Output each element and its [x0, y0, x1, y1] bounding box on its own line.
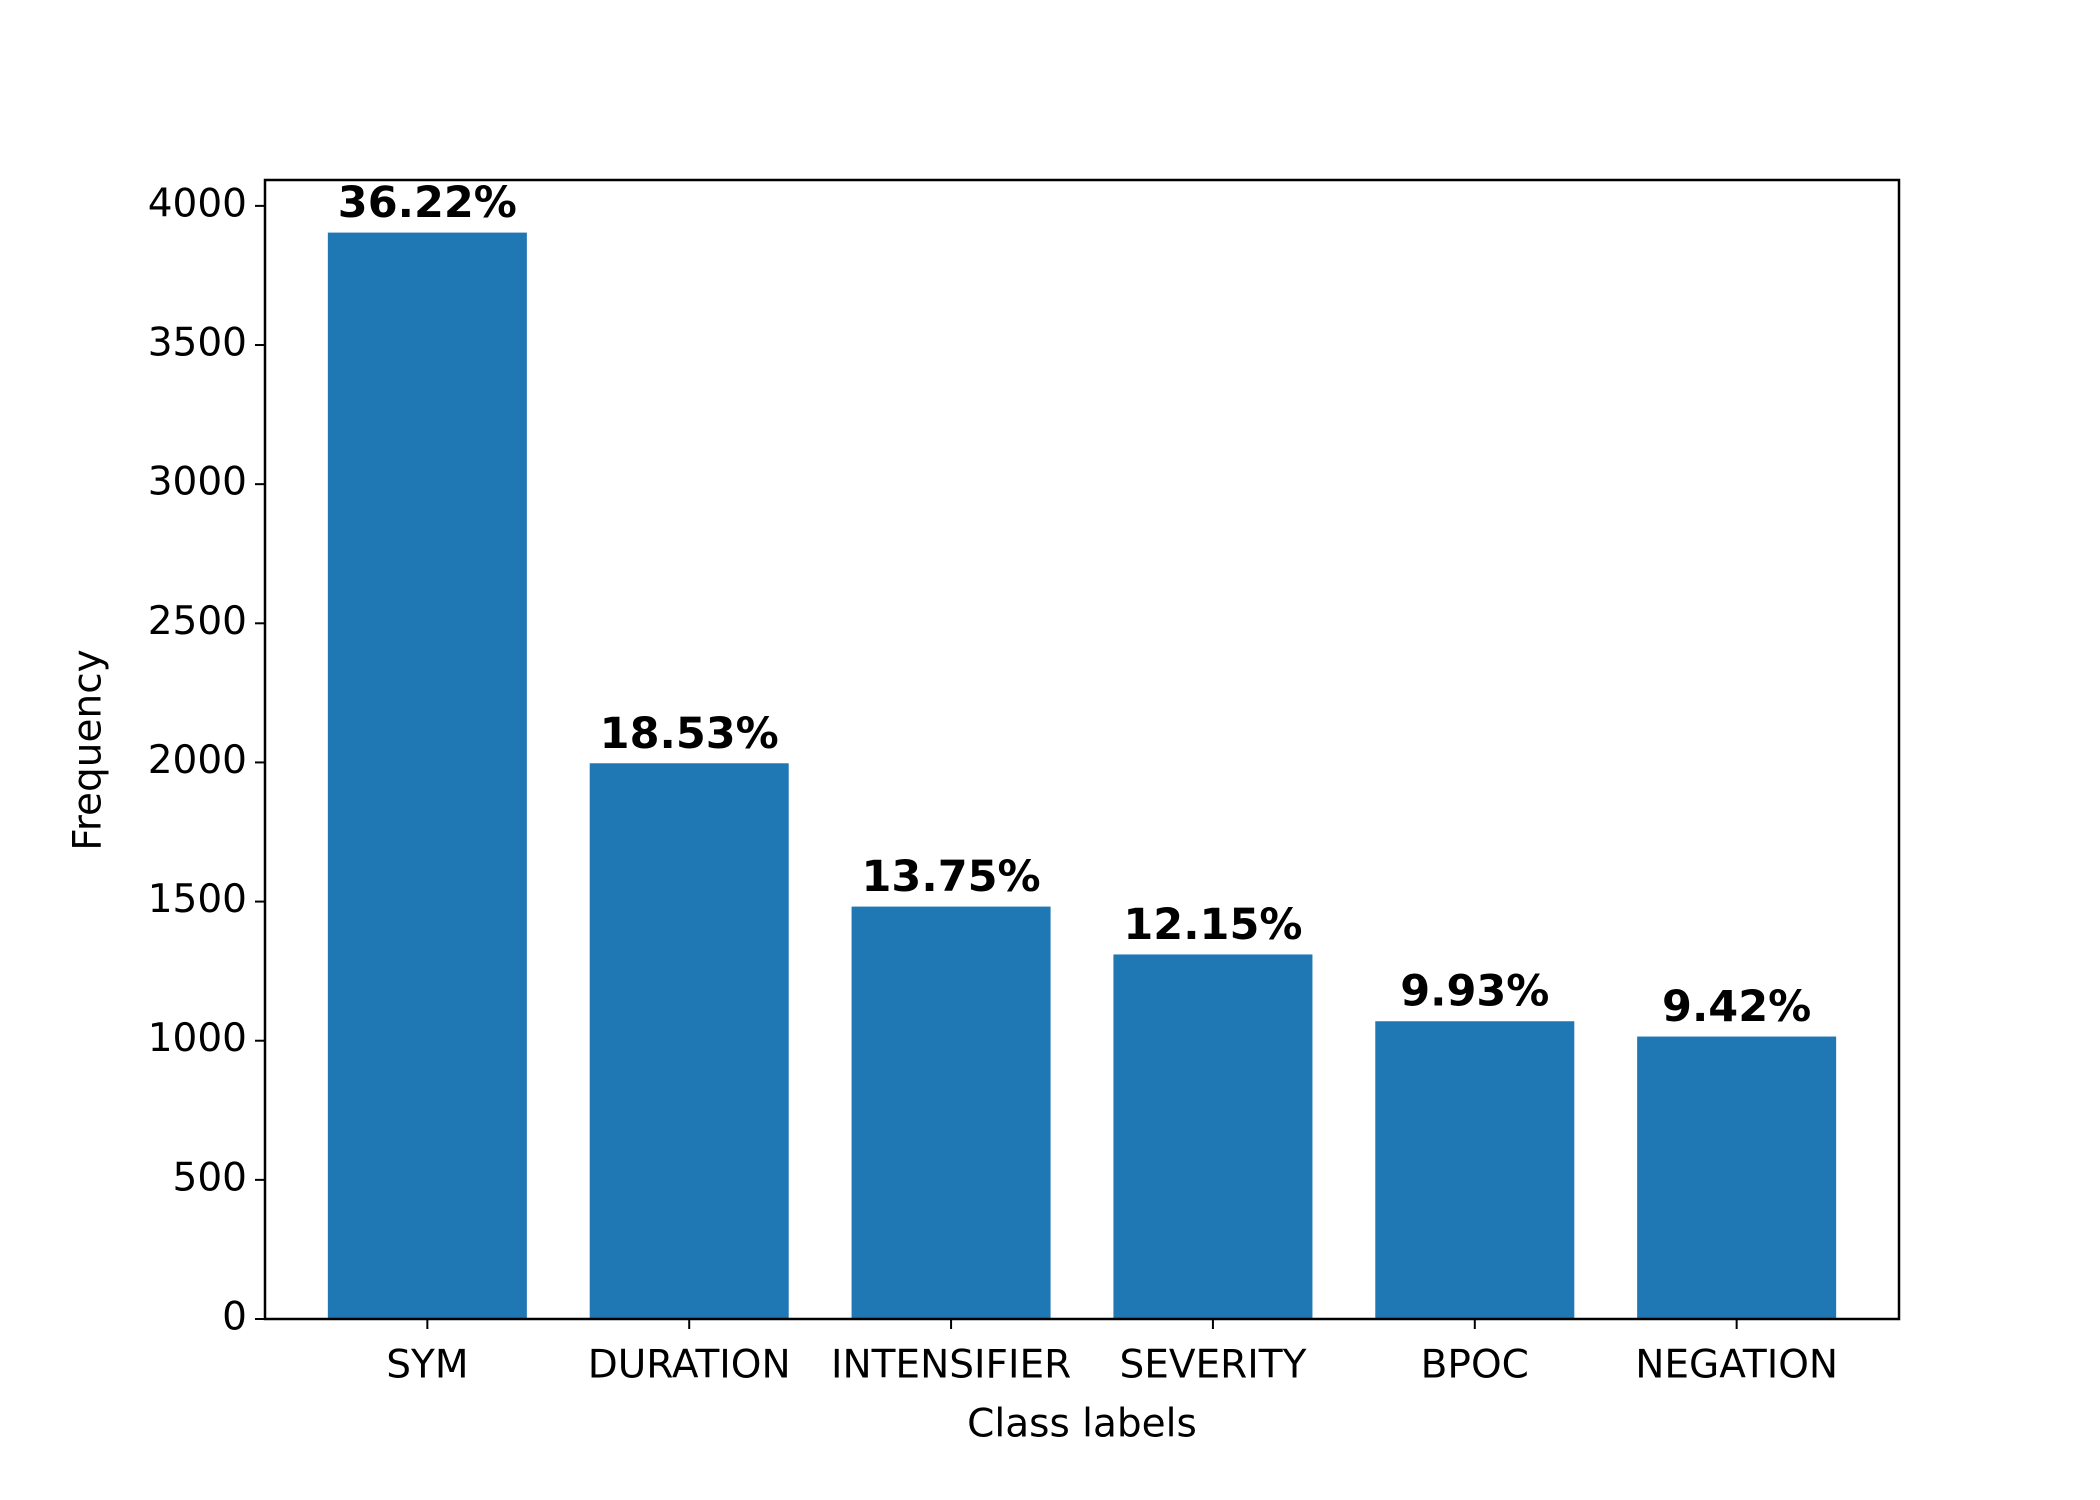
y-axis-label: Frequency [66, 649, 111, 850]
value-label: 13.75% [862, 852, 1041, 902]
bar [851, 906, 1051, 1319]
x-tick-label: DURATION [588, 1343, 791, 1388]
y-tick-label: 0 [222, 1295, 247, 1340]
x-tick-label: NEGATION [1635, 1343, 1838, 1388]
value-label: 36.22% [338, 178, 517, 228]
value-label: 9.93% [1400, 967, 1549, 1017]
y-tick-label: 1500 [148, 877, 247, 922]
y-tick-label: 1000 [148, 1016, 247, 1061]
bar [1375, 1021, 1575, 1319]
y-tick-label: 4000 [148, 181, 247, 226]
x-tick-label: BPOC [1421, 1343, 1529, 1388]
y-tick-label: 2000 [148, 738, 247, 783]
y-tick-label: 3000 [148, 460, 247, 505]
value-label: 18.53% [600, 709, 779, 759]
value-label: 12.15% [1123, 900, 1302, 950]
y-tick-label: 2500 [148, 599, 247, 644]
y-tick-label: 500 [173, 1155, 247, 1200]
x-tick-label: SYM [386, 1343, 468, 1388]
bar [1637, 1036, 1837, 1319]
x-tick-label: INTENSIFIER [831, 1343, 1071, 1388]
bar [327, 232, 527, 1319]
bar [589, 763, 789, 1319]
x-axis-label: Class labels [967, 1402, 1197, 1447]
y-tick-label: 3500 [148, 321, 247, 366]
bar [1113, 954, 1313, 1319]
x-tick-label: SEVERITY [1119, 1343, 1306, 1388]
plot-frame [263, 178, 1901, 1321]
value-label: 9.42% [1662, 982, 1811, 1032]
